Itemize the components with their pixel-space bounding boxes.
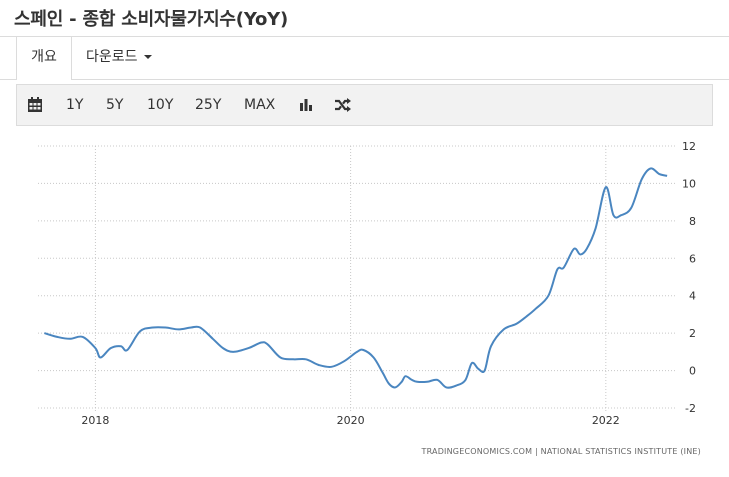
bar-chart-icon[interactable] — [299, 85, 313, 125]
chart-svg: -2 0 2 4 6 8 10 12 2018 2020 2022 TRADINGECONOMICS.… — [38, 140, 702, 456]
x-tick-label: 2022 — [592, 414, 620, 427]
y-tick-label: -2 — [685, 402, 696, 415]
y-tick-label: 12 — [682, 140, 696, 153]
page-title: 스페인 - 종합 소비자물가지수(YoY) — [14, 9, 289, 30]
tab-download-label: 다운로드 — [86, 49, 138, 65]
range-10y-button[interactable]: 10Y — [147, 97, 174, 113]
series-line — [44, 167, 668, 389]
line-chart: -2 0 2 4 6 8 10 12 2018 2020 2022 TRADINGECONOMICS.… — [16, 126, 711, 466]
range-1y-button[interactable]: 1Y — [66, 97, 84, 113]
source-credit: TRADINGECONOMICS.COM | NATIONAL STATISTI… — [421, 447, 702, 456]
y-tick-label: 6 — [689, 252, 696, 265]
shuffle-icon[interactable] — [334, 85, 352, 125]
range-max-button[interactable]: MAX — [244, 97, 276, 113]
y-tick-label: 4 — [689, 290, 696, 303]
x-tick-label: 2018 — [81, 414, 109, 427]
y-tick-label: 8 — [689, 215, 696, 228]
tab-overview[interactable]: 개요 — [16, 37, 72, 80]
tab-download[interactable]: 다운로드 — [86, 37, 152, 79]
y-tick-label: 0 — [689, 365, 696, 378]
x-tick-label: 2020 — [337, 414, 365, 427]
range-25y-button[interactable]: 25Y — [195, 97, 222, 113]
range-5y-button[interactable]: 5Y — [106, 97, 124, 113]
tab-bar: 개요 다운로드 — [0, 36, 729, 80]
y-tick-label: 2 — [689, 327, 696, 340]
calendar-icon[interactable] — [27, 85, 43, 125]
y-tick-label: 10 — [682, 177, 696, 190]
chart-toolbar: 1Y 5Y 10Y 25Y MAX — [16, 84, 713, 126]
caret-down-icon — [143, 55, 152, 59]
